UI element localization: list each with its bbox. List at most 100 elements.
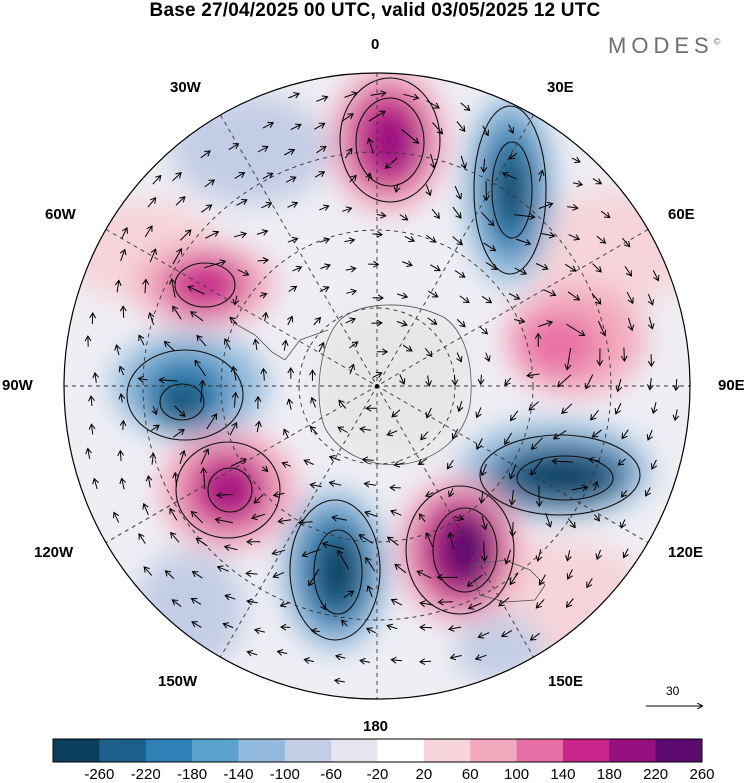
latitude-circle <box>298 307 456 465</box>
wind-vector <box>538 320 554 327</box>
wind-vector <box>316 95 329 102</box>
modes-logo: MODES© <box>608 33 720 59</box>
colorbar-swatch <box>655 739 703 762</box>
wind-vector <box>149 248 157 263</box>
wind-vector <box>345 317 356 324</box>
map-title: Base 27/04/2025 00 UTC, valid 03/05/2025… <box>149 0 601 21</box>
wind-vector <box>337 549 350 570</box>
wind-vector <box>451 374 459 386</box>
wind-vector <box>500 629 513 637</box>
wind-vector <box>309 369 316 381</box>
wind-vector <box>262 121 275 129</box>
colorbar-swatch <box>145 739 193 762</box>
wind-vector <box>147 311 155 326</box>
wind-vector <box>187 285 205 295</box>
antarctica-coast <box>318 304 472 466</box>
wind-vector <box>426 234 437 243</box>
wind-vector <box>341 113 354 122</box>
wind-vector <box>257 145 269 153</box>
wind-vector <box>259 292 268 299</box>
colorbar-swatch <box>99 739 147 762</box>
wind-vector <box>425 184 432 197</box>
wind-vector <box>112 511 120 523</box>
wind-vector <box>256 229 269 236</box>
anomaly-positive <box>368 112 416 172</box>
wind-vector <box>514 267 528 275</box>
wind-vector <box>399 214 409 221</box>
wind-vector <box>651 402 658 415</box>
wind-vector <box>118 365 125 376</box>
wind-vector <box>175 196 186 206</box>
wind-vector <box>84 335 92 347</box>
wind-vector <box>485 261 498 270</box>
wind-vector <box>252 338 260 350</box>
wind-vector <box>198 379 206 403</box>
wind-vector <box>417 458 428 466</box>
wind-vector <box>250 513 266 521</box>
wind-vector <box>391 409 401 418</box>
wind-vector <box>114 279 122 293</box>
colorbar-border <box>52 738 703 763</box>
wind-vector <box>466 574 483 587</box>
wind-vector <box>617 458 627 466</box>
wind-vector <box>366 627 376 634</box>
wind-vector <box>196 334 207 347</box>
wind-vector <box>228 143 240 151</box>
wind-vector <box>359 657 371 665</box>
wind-vector <box>427 317 438 325</box>
wind-vector <box>396 320 408 327</box>
wind-vector <box>529 632 540 641</box>
wind-vector <box>515 238 532 246</box>
lon-label-120e: 120E <box>668 544 704 561</box>
wind-vector <box>372 371 383 378</box>
wind-vector <box>509 573 519 586</box>
colorbar-swatch <box>192 739 239 762</box>
wind-vector <box>344 237 356 245</box>
wind-vector <box>393 460 405 468</box>
wind-vector <box>584 374 594 390</box>
anomaly-negative <box>160 384 204 420</box>
wind-vector <box>172 471 180 487</box>
wind-vector <box>288 92 300 99</box>
wind-vector <box>564 347 572 371</box>
wind-vector <box>564 263 577 272</box>
wind-vector <box>245 570 258 578</box>
wind-vector <box>646 429 653 441</box>
wind-vector <box>370 90 387 97</box>
wind-vector <box>277 517 292 525</box>
wind-vector <box>169 507 178 521</box>
wind-vector <box>149 452 157 465</box>
contour-line <box>126 349 244 441</box>
wind-vector <box>290 123 302 131</box>
wind-vector <box>614 402 622 415</box>
wind-vector <box>475 407 482 419</box>
wind-vector <box>456 319 466 328</box>
colorbar-swatch <box>609 739 657 762</box>
wind-vector <box>476 438 483 450</box>
wind-vector <box>288 285 298 292</box>
wind-vector <box>376 211 387 219</box>
wind-vector <box>480 158 488 174</box>
wind-vector <box>321 541 344 550</box>
wind-vector <box>174 405 186 418</box>
wind-vector <box>119 248 127 262</box>
wind-vector <box>334 653 346 661</box>
wind-vector <box>427 290 439 298</box>
wind-vector <box>572 180 584 188</box>
wind-vector <box>114 344 121 356</box>
wind-vector <box>92 477 99 490</box>
wind-vector <box>151 406 158 416</box>
wind-vector <box>528 401 539 411</box>
wind-vector <box>365 404 378 412</box>
wind-vector <box>287 201 299 208</box>
wind-vector <box>328 455 341 462</box>
wind-vector <box>204 259 227 269</box>
wind-vector <box>320 601 327 611</box>
wind-vector <box>145 474 153 488</box>
wind-vector <box>538 574 546 586</box>
wind-vector <box>340 619 348 627</box>
wind-vector <box>627 317 635 332</box>
wind-vector <box>425 375 432 387</box>
wind-vector <box>591 429 603 438</box>
wind-vector <box>172 305 182 320</box>
